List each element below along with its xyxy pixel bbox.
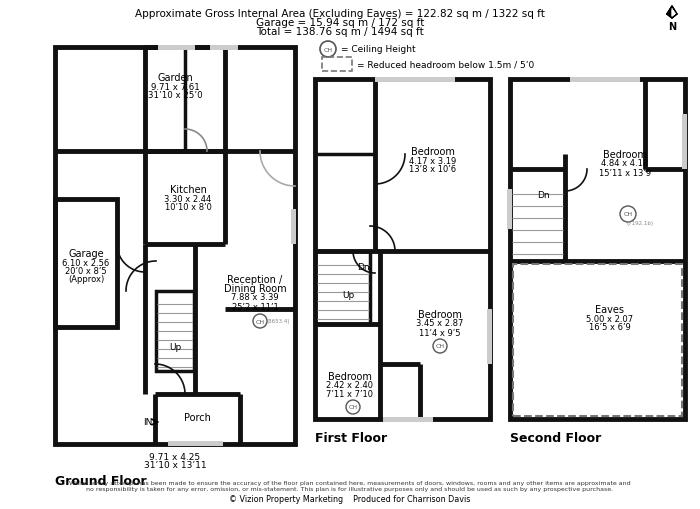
- Text: 16’5 x 6’9: 16’5 x 6’9: [589, 323, 631, 332]
- Text: 9.71 x 7.61: 9.71 x 7.61: [150, 83, 200, 92]
- Text: Garage: Garage: [68, 248, 104, 259]
- Text: 25’2 x 11’1: 25’2 x 11’1: [232, 302, 279, 311]
- Text: no responsibility is taken for any error, omission, or mis-statement. This plan : no responsibility is taken for any error…: [86, 486, 614, 491]
- Bar: [158, 46, 178, 51]
- Text: Up: Up: [342, 290, 354, 299]
- Bar: [168, 441, 223, 446]
- Text: Dn: Dn: [357, 263, 370, 272]
- Text: Bedroom: Bedroom: [418, 309, 462, 319]
- Text: CH: CH: [256, 319, 265, 324]
- Polygon shape: [667, 7, 672, 15]
- Text: Bedroom: Bedroom: [328, 371, 372, 381]
- Text: Up: Up: [169, 342, 181, 351]
- Bar: [315, 251, 370, 324]
- Text: 11’4 x 9’5: 11’4 x 9’5: [419, 328, 461, 337]
- Text: N: N: [668, 22, 676, 32]
- Text: First Floor: First Floor: [315, 431, 387, 444]
- Text: 15’11 x 13’9: 15’11 x 13’9: [599, 168, 651, 177]
- Bar: [682, 115, 687, 169]
- Text: = Reduced headroom below 1.5m / 5’0: = Reduced headroom below 1.5m / 5’0: [357, 61, 534, 69]
- Text: 4.84 x 4.18: 4.84 x 4.18: [601, 159, 649, 168]
- Text: Dining Room: Dining Room: [224, 284, 286, 293]
- Text: = Ceiling Height: = Ceiling Height: [341, 45, 416, 54]
- Text: 31’10 x 13’11: 31’10 x 13’11: [144, 461, 206, 470]
- Text: 7.88 x 3.39: 7.88 x 3.39: [231, 293, 279, 302]
- Text: © Vizion Property Marketing    Produced for Charrison Davis: © Vizion Property Marketing Produced for…: [230, 494, 470, 503]
- Text: (8653.4): (8653.4): [266, 319, 290, 324]
- Text: Kitchen: Kitchen: [169, 185, 206, 194]
- Text: Second Floor: Second Floor: [510, 431, 601, 444]
- Text: 4.17 x 3.19: 4.17 x 3.19: [410, 156, 456, 165]
- Text: 5.00 x 2.07: 5.00 x 2.07: [587, 314, 634, 323]
- Bar: [210, 46, 238, 51]
- Bar: [383, 417, 433, 422]
- Text: Total = 138.76 sq m / 1494 sq ft: Total = 138.76 sq m / 1494 sq ft: [256, 27, 424, 37]
- Text: CH: CH: [624, 212, 633, 217]
- Bar: [55, 48, 295, 444]
- Text: CH: CH: [435, 344, 444, 349]
- Text: Garden: Garden: [157, 73, 193, 83]
- Bar: [291, 210, 296, 244]
- Bar: [322, 58, 352, 72]
- Text: Garage = 15.94 sq m / 172 sq ft: Garage = 15.94 sq m / 172 sq ft: [256, 18, 424, 28]
- Text: 9.71 x 4.25: 9.71 x 4.25: [149, 453, 201, 462]
- Bar: [507, 190, 512, 230]
- Text: Dn: Dn: [537, 190, 550, 199]
- Bar: [513, 265, 682, 416]
- Text: CH: CH: [323, 47, 332, 52]
- Text: 31’10 x 25’0: 31’10 x 25’0: [148, 91, 202, 100]
- Bar: [165, 46, 195, 51]
- Bar: [510, 80, 685, 419]
- Text: (Approx): (Approx): [68, 274, 104, 283]
- Text: Bedroom: Bedroom: [411, 147, 455, 157]
- Text: 7’11 x 7’10: 7’11 x 7’10: [326, 390, 374, 399]
- Bar: [55, 200, 117, 327]
- Text: Porch: Porch: [183, 412, 211, 422]
- Text: IN: IN: [143, 418, 152, 427]
- Bar: [156, 292, 194, 371]
- Text: Ground Floor: Ground Floor: [55, 474, 146, 487]
- Bar: [315, 80, 490, 419]
- Text: 2.42 x 2.40: 2.42 x 2.40: [326, 381, 374, 390]
- Text: 10’10 x 8’0: 10’10 x 8’0: [164, 202, 211, 211]
- Text: Eaves: Eaves: [596, 304, 624, 315]
- Text: 13’8 x 10’6: 13’8 x 10’6: [410, 164, 456, 173]
- Text: Bedroom: Bedroom: [603, 150, 647, 160]
- Text: Approximate Gross Internal Area (Excluding Eaves) = 122.82 sq m / 1322 sq ft: Approximate Gross Internal Area (Excludi…: [135, 9, 545, 19]
- Text: 20’0 x 8’5: 20’0 x 8’5: [65, 266, 107, 275]
- Polygon shape: [672, 11, 677, 19]
- Bar: [145, 48, 225, 152]
- Text: Reception /: Reception /: [228, 274, 283, 285]
- Bar: [487, 309, 492, 364]
- Text: Whilst every attempt has been made to ensure the accuracy of the floor plan cont: Whilst every attempt has been made to en…: [69, 480, 631, 485]
- Text: CH: CH: [349, 405, 358, 410]
- Bar: [375, 78, 455, 83]
- Text: 3.30 x 2.44: 3.30 x 2.44: [164, 194, 211, 203]
- Text: (7192.1b): (7192.1b): [626, 220, 654, 225]
- Text: 6.10 x 2.56: 6.10 x 2.56: [62, 258, 110, 267]
- Polygon shape: [672, 7, 677, 15]
- Text: 3.45 x 2.87: 3.45 x 2.87: [416, 319, 463, 328]
- Polygon shape: [667, 11, 672, 19]
- Bar: [570, 78, 640, 83]
